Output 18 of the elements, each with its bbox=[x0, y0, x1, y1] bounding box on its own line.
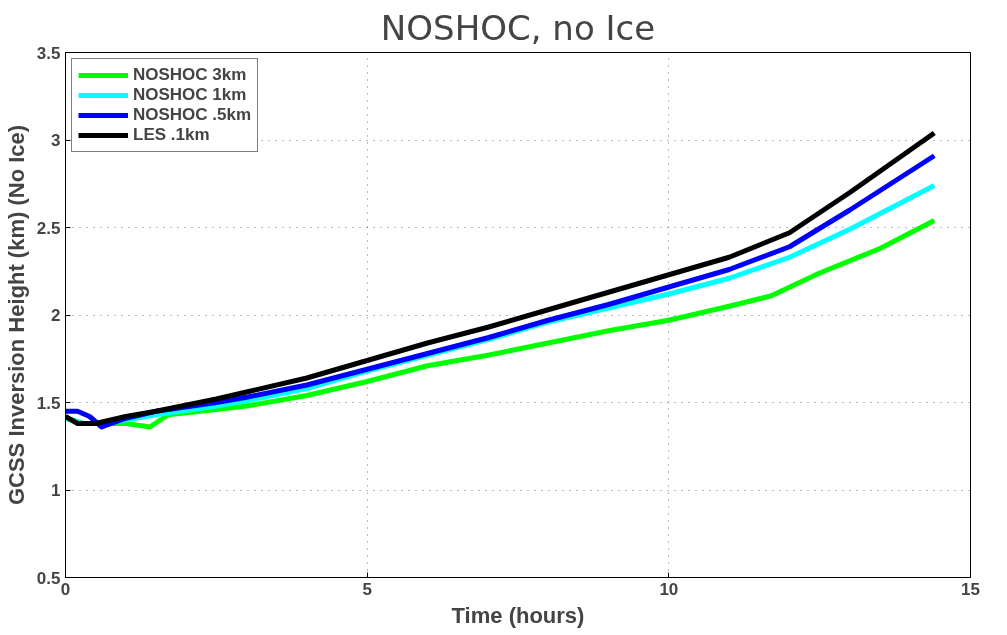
y-tick-label: 1 bbox=[51, 481, 61, 500]
x-tick-label: 10 bbox=[659, 579, 679, 599]
y-tick-label: 3.5 bbox=[36, 43, 61, 63]
y-tick-label: 1.5 bbox=[36, 393, 61, 413]
legend-label: LES .1km bbox=[133, 125, 210, 145]
legend-label: NOSHOC 1km bbox=[133, 85, 247, 105]
y-tick-label: 2 bbox=[51, 306, 61, 325]
x-tick-label: 5 bbox=[362, 579, 372, 599]
x-tick-label: 15 bbox=[961, 579, 980, 599]
chart-title: NOSHOC, no Ice bbox=[380, 7, 656, 48]
y-axis-title: GCSS Inversion Height (km) (No Ice) bbox=[3, 124, 29, 506]
x-axis-title: Time (hours) bbox=[451, 602, 585, 628]
legend-label: NOSHOC .5km bbox=[133, 105, 252, 125]
y-tick-label: 3 bbox=[51, 131, 61, 150]
legend-label: NOSHOC 3km bbox=[133, 65, 247, 85]
x-tick-label: 0 bbox=[60, 579, 71, 599]
y-tick-label: 0.5 bbox=[36, 568, 61, 588]
y-tick-label: 2.5 bbox=[36, 218, 61, 238]
